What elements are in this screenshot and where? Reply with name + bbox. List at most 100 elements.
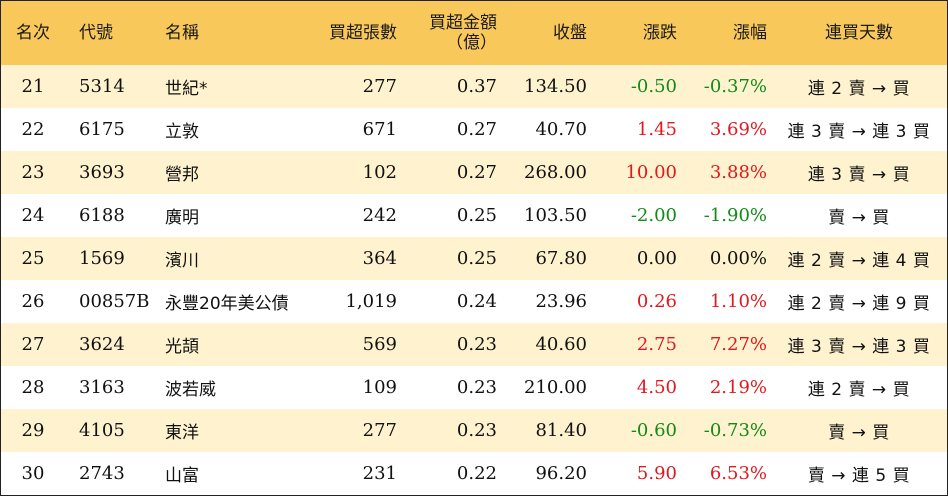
table-row[interactable]: 27 3624 光頡 569 0.23 40.60 2.75 7.27% 連 3… <box>1 323 947 366</box>
header-rank[interactable]: 名次 <box>16 23 50 43</box>
cell-rank: 23 <box>21 162 45 183</box>
cell-rank: 30 <box>21 463 45 484</box>
cell-change: 0.00 <box>636 248 677 269</box>
cell-amount: 0.24 <box>456 291 497 312</box>
cell-change: -2.00 <box>630 205 677 226</box>
cell-change-pct: 7.27% <box>709 334 767 355</box>
cell-lots: 364 <box>362 248 397 269</box>
cell-lots: 231 <box>362 463 397 484</box>
cell-close: 103.50 <box>524 205 587 226</box>
table-row[interactable]: 25 1569 濱川 364 0.25 67.80 0.00 0.00% 連 2… <box>1 237 947 280</box>
cell-close: 268.00 <box>524 162 587 183</box>
header-close[interactable]: 收盤 <box>553 23 587 43</box>
cell-rank: 29 <box>21 420 45 441</box>
cell-name: 濱川 <box>165 251 199 271</box>
table-row[interactable]: 23 3693 營邦 102 0.27 268.00 10.00 3.88% 連… <box>1 151 947 194</box>
cell-lots: 569 <box>362 334 397 355</box>
cell-streak: 連 2 賣 → 買 <box>807 380 911 400</box>
cell-code: 3693 <box>79 162 125 183</box>
cell-close: 81.40 <box>535 420 587 441</box>
table-row[interactable]: 22 6175 立敦 671 0.27 40.70 1.45 3.69% 連 3… <box>1 108 947 151</box>
cell-change: -0.60 <box>630 420 677 441</box>
cell-streak: 連 2 賣 → 買 <box>807 79 911 99</box>
cell-code: 5314 <box>79 76 125 97</box>
cell-code: 6188 <box>79 205 125 226</box>
cell-change-pct: 3.88% <box>709 162 767 183</box>
header-net-buy-amount-line2: （億） <box>446 33 497 53</box>
cell-close: 40.60 <box>535 334 587 355</box>
cell-lots: 671 <box>362 119 397 140</box>
cell-change-pct: -0.73% <box>703 420 767 441</box>
header-change-pct[interactable]: 漲幅 <box>733 23 767 43</box>
cell-change-pct: -0.37% <box>703 76 767 97</box>
cell-streak: 連 2 賣 → 連 4 買 <box>787 251 931 271</box>
cell-amount: 0.37 <box>456 76 497 97</box>
cell-rank: 21 <box>21 76 45 97</box>
cell-name: 營邦 <box>165 165 199 185</box>
cell-code: 3163 <box>79 377 125 398</box>
cell-lots: 109 <box>362 377 397 398</box>
cell-name: 永豐20年美公債 <box>165 294 289 314</box>
table-row[interactable]: 29 4105 東洋 277 0.23 81.40 -0.60 -0.73% 賣… <box>1 409 947 452</box>
header-net-buy-amount[interactable]: 買超金額 （億） <box>401 1 501 65</box>
cell-amount: 0.25 <box>456 248 497 269</box>
cell-code: 1569 <box>79 248 125 269</box>
cell-amount: 0.27 <box>456 162 497 183</box>
cell-lots: 242 <box>362 205 397 226</box>
cell-rank: 25 <box>21 248 45 269</box>
cell-change: -0.50 <box>630 76 677 97</box>
cell-lots: 102 <box>362 162 397 183</box>
cell-streak: 連 3 賣 → 連 3 買 <box>787 122 931 142</box>
cell-name: 東洋 <box>165 423 199 443</box>
cell-streak: 連 2 賣 → 連 9 買 <box>787 294 931 314</box>
header-change[interactable]: 漲跌 <box>643 23 677 43</box>
cell-streak: 賣 → 連 5 買 <box>807 466 911 486</box>
cell-streak: 連 3 賣 → 連 3 買 <box>787 337 931 357</box>
table-row[interactable]: 26 00857B 永豐20年美公債 1,019 0.24 23.96 0.26… <box>1 280 947 323</box>
cell-change-pct: 3.69% <box>709 119 767 140</box>
cell-amount: 0.23 <box>456 334 497 355</box>
cell-change-pct: -1.90% <box>703 205 767 226</box>
header-net-buy-lots[interactable]: 買超張數 <box>329 23 397 43</box>
cell-streak: 連 3 賣 → 買 <box>807 165 911 185</box>
cell-close: 96.20 <box>535 463 587 484</box>
cell-change: 1.45 <box>636 119 677 140</box>
table-row[interactable]: 30 2743 山富 231 0.22 96.20 5.90 6.53% 賣 →… <box>1 452 947 495</box>
cell-close: 67.80 <box>535 248 587 269</box>
cell-close: 210.00 <box>524 377 587 398</box>
cell-name: 立敦 <box>165 122 199 142</box>
cell-lots: 277 <box>362 76 397 97</box>
table-row[interactable]: 24 6188 廣明 242 0.25 103.50 -2.00 -1.90% … <box>1 194 947 237</box>
cell-change: 2.75 <box>636 334 677 355</box>
header-streak[interactable]: 連買天數 <box>825 23 893 43</box>
table-row[interactable]: 21 5314 世紀* 277 0.37 134.50 -0.50 -0.37%… <box>1 65 947 108</box>
header-name[interactable]: 名稱 <box>165 23 199 43</box>
cell-code: 2743 <box>79 463 125 484</box>
cell-code: 3624 <box>79 334 125 355</box>
cell-name: 波若威 <box>165 380 216 400</box>
cell-rank: 24 <box>21 205 45 226</box>
cell-change-pct: 2.19% <box>709 377 767 398</box>
cell-close: 40.70 <box>535 119 587 140</box>
cell-name: 山富 <box>165 466 199 486</box>
cell-change: 5.90 <box>636 463 677 484</box>
header-code[interactable]: 代號 <box>79 23 113 43</box>
cell-code: 00857B <box>79 291 150 312</box>
cell-change-pct: 6.53% <box>709 463 767 484</box>
cell-rank: 27 <box>21 334 45 355</box>
cell-streak: 賣 → 買 <box>828 423 890 443</box>
cell-amount: 0.23 <box>456 377 497 398</box>
cell-close: 23.96 <box>535 291 587 312</box>
cell-rank: 26 <box>21 291 45 312</box>
header-net-buy-amount-line1: 買超金額 <box>429 13 497 33</box>
cell-lots: 277 <box>362 420 397 441</box>
table-row[interactable]: 28 3163 波若威 109 0.23 210.00 4.50 2.19% 連… <box>1 366 947 409</box>
cell-code: 4105 <box>79 420 125 441</box>
cell-amount: 0.27 <box>456 119 497 140</box>
cell-change: 0.26 <box>636 291 677 312</box>
cell-streak: 賣 → 買 <box>828 208 890 228</box>
cell-amount: 0.25 <box>456 205 497 226</box>
cell-amount: 0.22 <box>456 463 497 484</box>
